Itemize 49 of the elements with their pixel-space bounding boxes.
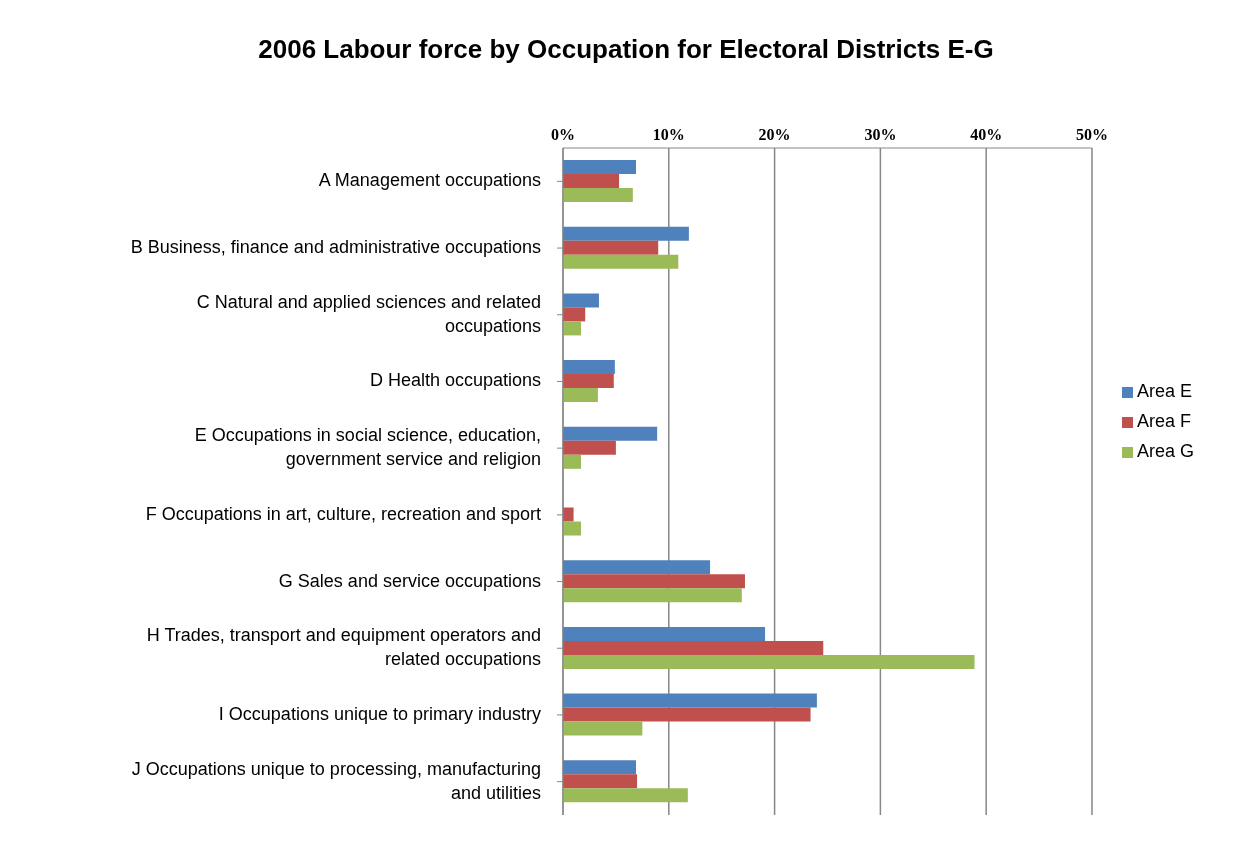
y-tick-label: E Occupations in social science, education, government service and religion: [194, 424, 541, 469]
bar: [563, 707, 811, 722]
bar: [563, 521, 581, 536]
bar: [563, 254, 679, 269]
y-tick-label: B Business, finance and administrative occupations: [130, 236, 541, 257]
bar: [563, 588, 742, 603]
y-tick-label: D Health occupations: [369, 370, 541, 391]
bar: [563, 774, 638, 789]
bar: [563, 426, 658, 441]
legend-label: Area E: [1136, 381, 1192, 401]
x-tick-label: 30%: [864, 126, 897, 143]
bar: [563, 507, 574, 522]
y-tick-label: H Trades, transport and equipment operators and related occupations: [146, 625, 541, 669]
y-tick-label: G Sales and service occupations: [278, 570, 541, 591]
bar: [563, 574, 745, 589]
y-tick-label: F Occupations in art, culture, recreation and sport: [145, 503, 541, 524]
bar: [563, 693, 817, 708]
y-tick-label: A Management occupations: [318, 170, 541, 191]
bar: [563, 640, 824, 655]
chart-title: 2006 Labour force by Occupation for Electoral Districts E-G: [257, 34, 995, 65]
bar: [563, 760, 636, 775]
legend-label: Area F: [1136, 411, 1191, 431]
x-tick-label: 10%: [652, 126, 685, 143]
bar: [563, 293, 599, 308]
y-tick-label: C Natural and applied sciences and related occupations: [196, 291, 541, 336]
bar: [563, 360, 615, 375]
bar: [563, 226, 689, 241]
bar: [563, 788, 688, 803]
y-tick-label: I Occupations unique to primary industry: [218, 703, 541, 724]
bar: [563, 160, 636, 175]
bar: [563, 240, 659, 255]
bar: [563, 388, 598, 403]
bar: [563, 188, 633, 203]
bar: [563, 321, 581, 336]
y-tick-label: J Occupations unique to processing, manufacturing and utilities: [131, 758, 541, 803]
legend-label: Area G: [1136, 441, 1194, 461]
bar: [563, 560, 711, 575]
bar: [563, 454, 581, 469]
x-tick-label: 40%: [970, 126, 1003, 143]
x-tick-label: 50%: [1075, 126, 1108, 143]
bar: [563, 654, 975, 669]
x-tick-label: 20%: [758, 126, 791, 143]
bar: [563, 440, 616, 455]
bar: [563, 307, 586, 322]
bar: [563, 721, 643, 736]
bar: [563, 626, 766, 641]
bar: [563, 174, 620, 189]
x-tick-label: 0%: [551, 126, 575, 143]
bar: [563, 374, 614, 389]
